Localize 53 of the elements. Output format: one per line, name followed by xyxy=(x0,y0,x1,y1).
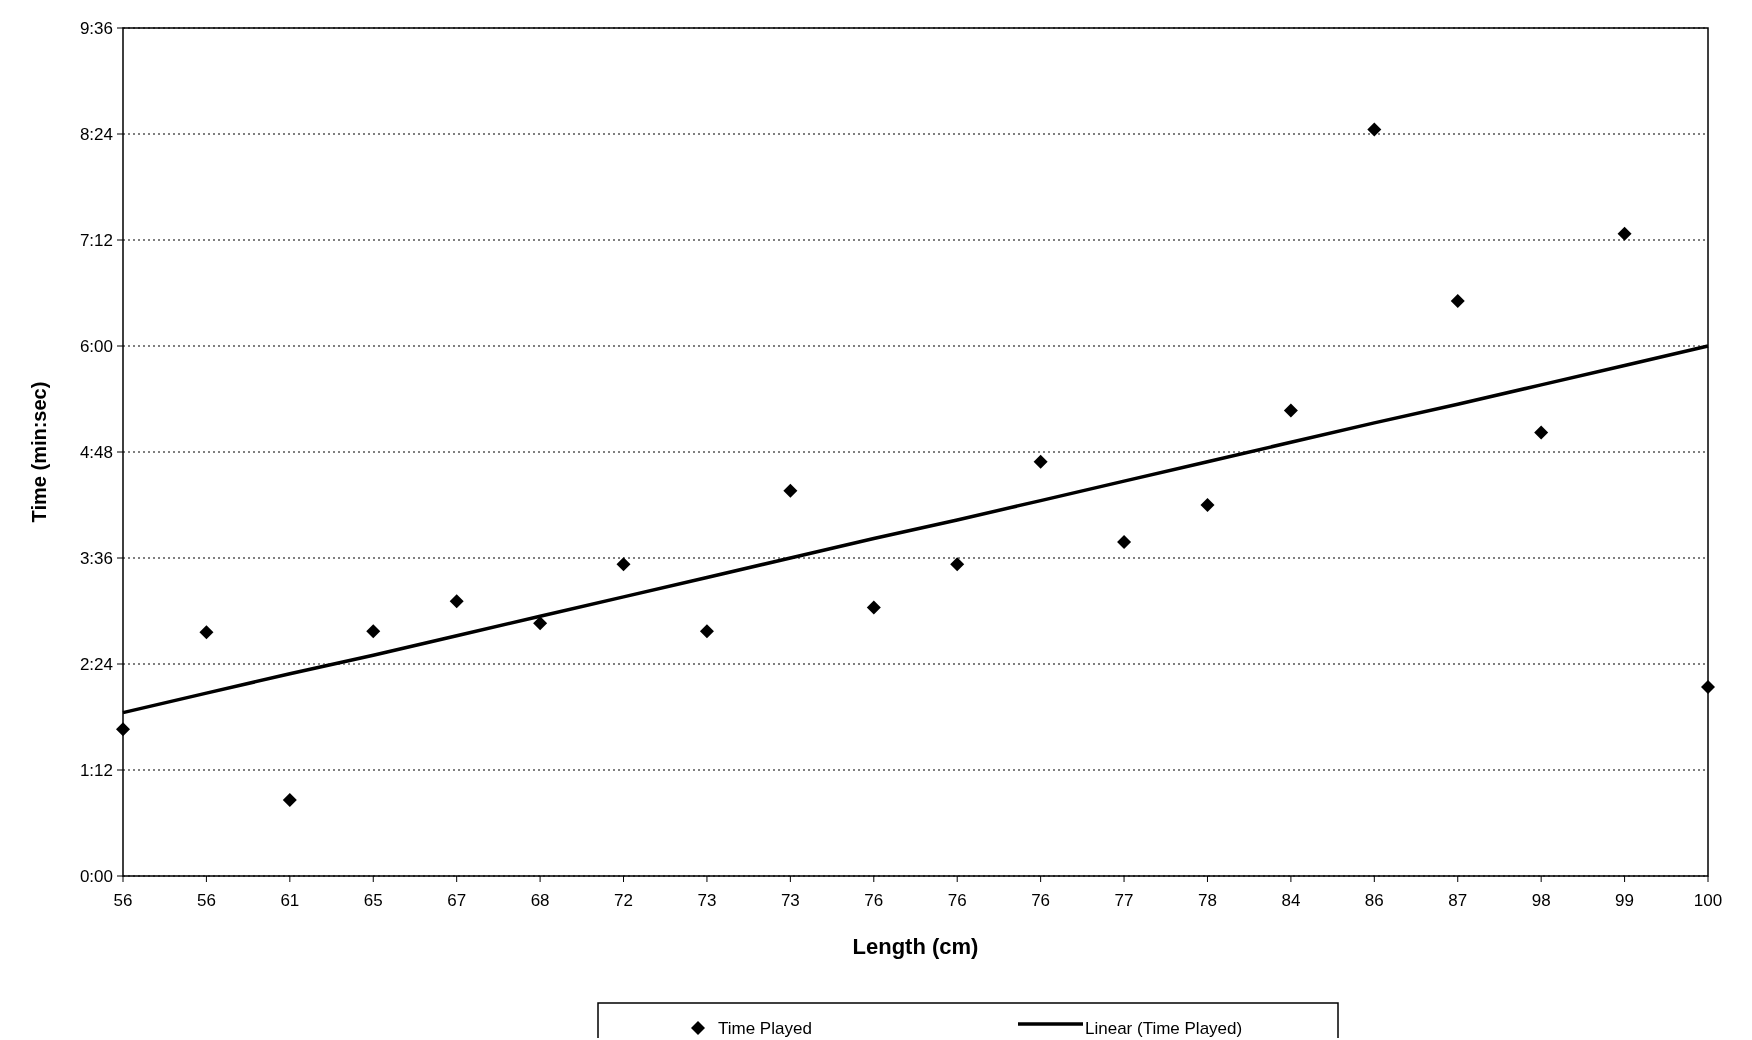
y-tick-label: 9:36 xyxy=(79,18,113,38)
point xyxy=(366,624,381,639)
x-tick-label: 84 xyxy=(1281,891,1301,910)
x-tick-label: 73 xyxy=(780,891,800,910)
x-tick-label: 100 xyxy=(1693,891,1723,910)
point xyxy=(616,557,631,572)
x-tick-label: 65 xyxy=(363,891,383,910)
x-tick-label: 98 xyxy=(1531,891,1551,910)
x-tick-label: 86 xyxy=(1364,891,1384,910)
x-tick-label: 68 xyxy=(530,891,550,910)
point xyxy=(1367,122,1382,137)
point xyxy=(1200,498,1215,512)
y-axis-title: Time (min:sec) xyxy=(28,381,50,523)
point xyxy=(1283,403,1298,418)
point xyxy=(533,616,548,631)
y-tick-label: 6:00 xyxy=(79,336,113,356)
x-tick-label: 67 xyxy=(447,891,467,910)
x-tick-label: 76 xyxy=(947,891,967,910)
point xyxy=(282,793,297,808)
point xyxy=(199,625,214,640)
y-tick-label: 0:00 xyxy=(79,866,113,886)
x-tick-label: 56 xyxy=(196,891,216,910)
x-tick-label: 87 xyxy=(1448,891,1468,910)
point xyxy=(449,594,464,609)
point xyxy=(866,600,881,615)
point xyxy=(116,722,130,737)
legend-label: Time Played xyxy=(718,1018,812,1038)
x-tick-label: 76 xyxy=(1031,891,1051,910)
y-tick-label: 8:24 xyxy=(79,124,113,144)
point xyxy=(1701,679,1715,694)
x-tick-label: 72 xyxy=(614,891,633,910)
point xyxy=(950,557,965,572)
x-tick-label: 73 xyxy=(697,891,717,910)
point xyxy=(1033,454,1048,469)
x-tick-label: 99 xyxy=(1615,891,1635,910)
y-tick-label: 3:36 xyxy=(79,548,113,568)
point xyxy=(783,483,798,498)
x-tick-label: 61 xyxy=(280,891,300,910)
legend-label: Linear (Time Played) xyxy=(1085,1018,1243,1038)
x-tick-label: 78 xyxy=(1198,891,1217,910)
y-tick-label: 2:24 xyxy=(79,654,113,674)
x-tick-label: 76 xyxy=(864,891,884,910)
y-tick-label: 1:12 xyxy=(79,760,113,780)
y-tick-label: 7:12 xyxy=(79,230,113,250)
point xyxy=(699,624,714,639)
point xyxy=(1117,535,1132,550)
x-axis-title: Length (cm) xyxy=(852,934,979,959)
x-tick-label: 77 xyxy=(1114,891,1134,910)
y-tick-label: 4:48 xyxy=(79,442,113,462)
point xyxy=(1450,293,1465,308)
point xyxy=(1534,425,1549,440)
point xyxy=(1617,226,1632,241)
x-tick-label: 56 xyxy=(113,891,133,910)
